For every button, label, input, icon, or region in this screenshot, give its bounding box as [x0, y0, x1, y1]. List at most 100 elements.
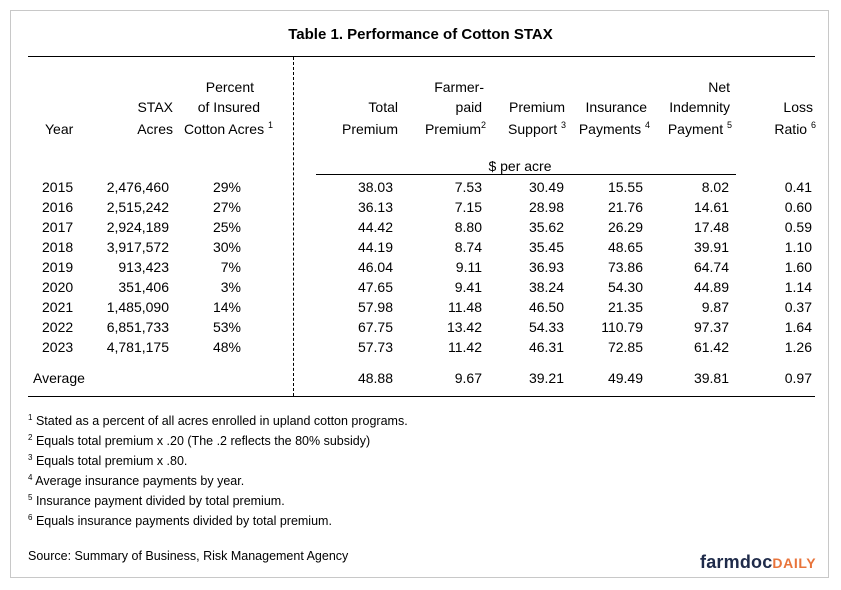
column-divider [293, 57, 294, 396]
cell-premium-support: 30.49 [528, 179, 564, 195]
cell-net-indemnity: 64.74 [693, 259, 729, 275]
cell-total-premium: 46.04 [357, 259, 393, 275]
cell-year: 2022 [42, 319, 74, 335]
cell-total-premium: 38.03 [357, 179, 393, 195]
header-farmer-paid-3: Premium2 [424, 120, 486, 138]
header-year: Year [45, 121, 73, 137]
cell-loss-ratio: 0.37 [784, 299, 812, 315]
cell-net-indemnity: 9.87 [701, 299, 729, 315]
cell-net-indemnity: 39.91 [693, 239, 729, 255]
cell-year: 2016 [42, 199, 74, 215]
cell-farmer-paid: 7.53 [454, 179, 482, 195]
cell-insurance-payments: 73.86 [607, 259, 643, 275]
cell-loss-ratio: 1.60 [784, 259, 812, 275]
cell-percent-insured: 14% [212, 299, 241, 315]
cell-total-premium: 36.13 [357, 199, 393, 215]
cell-percent-insured: 48% [212, 339, 241, 355]
cell-premium-support: 38.24 [528, 279, 564, 295]
cell-premium-support: 46.31 [528, 339, 564, 355]
cell-net-indemnity: 61.42 [693, 339, 729, 355]
cell-year: 2020 [42, 279, 74, 295]
cell-total-premium: 67.75 [357, 319, 393, 335]
cell-stax-acres: 6,851,733 [106, 319, 169, 335]
header-premium-support-1: Premium [508, 99, 565, 115]
cell-year: 2015 [42, 179, 74, 195]
footnote-ref-3: 3 [560, 120, 566, 130]
footnote-number: 2 [28, 433, 33, 442]
cell-percent-insured: 25% [212, 219, 241, 235]
footnote-number: 4 [28, 473, 33, 482]
footnote-5: 5 Insurance payment divided by total pre… [28, 493, 285, 509]
header-stax-acres-1: STAX [137, 99, 173, 115]
cell-insurance-payments: 54.30 [607, 279, 643, 295]
cell-loss-ratio: 0.60 [784, 199, 812, 215]
header-loss-ratio-2: Ratio 6 [774, 120, 816, 138]
logo-part-2: DAILY [772, 555, 817, 571]
footnote-text: Insurance payment divided by total premi… [35, 494, 285, 508]
average-label: Average [33, 370, 85, 386]
footnote-6: 6 Equals insurance payments divided by t… [28, 514, 332, 529]
footnote-text: Average insurance payments by year. [35, 474, 245, 488]
cell-percent-insured: 3% [220, 279, 241, 295]
footnote-number: 5 [28, 493, 33, 502]
table-bottom-rule [28, 396, 815, 397]
header-net-indemnity-1: Net [708, 79, 730, 95]
cell-farmer-paid: 13.42 [446, 319, 482, 335]
header-total-premium-1: Total [368, 99, 398, 115]
cell-total-premium: 47.65 [357, 279, 393, 295]
cell-insurance-payments: 26.29 [607, 219, 643, 235]
cell-net-indemnity: 17.48 [693, 219, 729, 235]
avg-loss-ratio: 0.97 [784, 370, 812, 386]
header-loss-ratio-1: Loss [783, 99, 813, 115]
cell-loss-ratio: 1.14 [784, 279, 812, 295]
cell-stax-acres: 913,423 [118, 259, 169, 275]
cell-stax-acres: 3,917,572 [106, 239, 169, 255]
cell-net-indemnity: 44.89 [693, 279, 729, 295]
header-insurance-payments-2: Payments 4 [578, 120, 650, 138]
header-net-indemnity-2: Indemnity [669, 99, 730, 115]
cell-premium-support: 46.50 [528, 299, 564, 315]
cell-insurance-payments: 72.85 [607, 339, 643, 355]
header-total-premium-2: Premium [341, 121, 398, 137]
avg-premium-support: 39.21 [528, 370, 564, 386]
cell-premium-support: 36.93 [528, 259, 564, 275]
cell-total-premium: 44.42 [357, 219, 393, 235]
cell-farmer-paid: 9.11 [455, 259, 482, 275]
header-farmer-paid-2: paid [455, 99, 482, 115]
cell-farmer-paid: 7.15 [454, 199, 482, 215]
avg-net-indemnity: 39.81 [693, 370, 729, 386]
cell-farmer-paid: 8.74 [454, 239, 482, 255]
footnote-ref-6: 6 [810, 120, 816, 130]
footnote-number: 1 [28, 413, 33, 422]
unit-label: $ per acre [488, 158, 552, 174]
cell-loss-ratio: 1.64 [784, 319, 812, 335]
header-insurance-payments-1: Insurance [585, 99, 647, 115]
footnote-3: 3 Equals total premium x .80. [28, 454, 187, 469]
footnote-ref-1: 1 [267, 120, 273, 130]
table-title: Table 1. Performance of Cotton STAX [288, 26, 553, 43]
footnote-text: Stated as a percent of all acres enrolle… [35, 414, 408, 428]
cell-premium-support: 28.98 [528, 199, 564, 215]
header-net-indemnity-3: Payment 5 [667, 120, 732, 138]
source-note: Source: Summary of Business, Risk Manage… [28, 549, 349, 563]
footnote-text: Equals insurance payments divided by tot… [35, 514, 332, 528]
cell-percent-insured: 27% [212, 199, 241, 215]
cell-premium-support: 35.62 [528, 219, 564, 235]
footnote-2: 2 Equals total premium x .20 (The .2 ref… [28, 433, 370, 449]
cell-loss-ratio: 0.59 [784, 219, 812, 235]
cell-insurance-payments: 48.65 [607, 239, 643, 255]
cell-premium-support: 35.45 [528, 239, 564, 255]
cell-insurance-payments: 110.79 [601, 319, 643, 335]
avg-insurance-payments: 49.49 [607, 370, 643, 386]
cell-stax-acres: 2,515,242 [106, 199, 169, 215]
cell-year: 2019 [42, 259, 74, 275]
header-percent-3: Cotton Acres 1 [183, 120, 273, 138]
table-frame [10, 10, 829, 578]
cell-insurance-payments: 21.76 [607, 199, 643, 215]
cell-percent-insured: 7% [220, 259, 241, 275]
cell-farmer-paid: 11.48 [448, 299, 482, 315]
cell-farmer-paid: 11.42 [448, 339, 482, 355]
cell-total-premium: 44.19 [357, 239, 393, 255]
footnote-4: 4 Average insurance payments by year. [28, 473, 245, 489]
cell-total-premium: 57.73 [357, 339, 393, 355]
